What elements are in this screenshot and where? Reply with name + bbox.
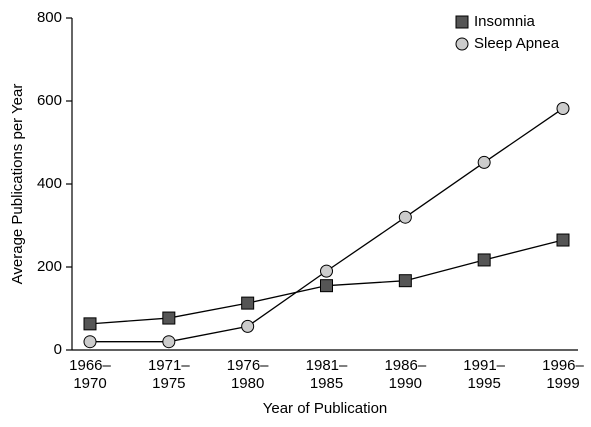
x-tick-label: 1996–1999 bbox=[542, 357, 584, 392]
marker bbox=[477, 253, 491, 267]
x-tick-label: 1991–1995 bbox=[463, 357, 506, 392]
marker bbox=[477, 155, 491, 169]
y-tick-label: 0 bbox=[54, 341, 62, 358]
x-axis-label: Year of Publication bbox=[263, 400, 388, 417]
y-tick-label: 200 bbox=[37, 258, 62, 275]
x-tick-label: 1976–1980 bbox=[226, 357, 269, 392]
series-line bbox=[90, 107, 564, 343]
marker bbox=[398, 274, 412, 288]
marker bbox=[162, 335, 176, 349]
marker bbox=[398, 210, 412, 224]
y-axis-label: Average Publications per Year bbox=[9, 84, 26, 285]
marker bbox=[162, 311, 176, 325]
legend-label: Sleep Apnea bbox=[474, 35, 560, 52]
x-tick-label: 1981–1985 bbox=[305, 357, 348, 392]
marker bbox=[320, 264, 333, 278]
marker bbox=[556, 101, 570, 115]
marker bbox=[320, 279, 333, 293]
x-tick-label: 1971–1975 bbox=[147, 357, 190, 392]
legend-label: Insomnia bbox=[474, 13, 536, 30]
marker bbox=[241, 296, 255, 310]
marker bbox=[241, 319, 255, 333]
marker bbox=[83, 317, 97, 331]
marker bbox=[556, 233, 570, 247]
x-tick-label: 1966–1970 bbox=[69, 357, 111, 392]
legend-marker bbox=[455, 37, 469, 51]
legend-marker bbox=[455, 15, 469, 29]
y-tick-label: 400 bbox=[37, 175, 62, 192]
marker bbox=[83, 335, 97, 349]
x-tick-label: 1986–1990 bbox=[384, 357, 427, 392]
y-tick-label: 800 bbox=[37, 9, 62, 26]
y-tick-label: 600 bbox=[37, 92, 62, 109]
